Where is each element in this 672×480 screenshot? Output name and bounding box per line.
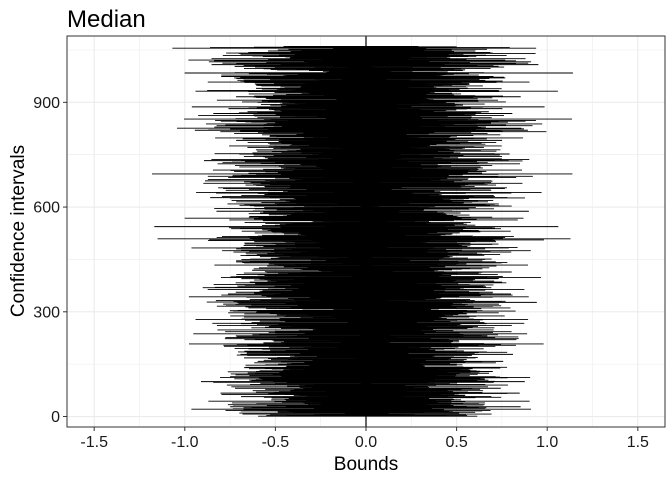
x-axis-title: Bounds bbox=[334, 454, 398, 475]
x-tick-label: -1.5 bbox=[80, 434, 108, 451]
x-tick-label: -1.0 bbox=[171, 434, 199, 451]
y-axis-title: Confidence intervals bbox=[8, 145, 29, 317]
y-tick-label: 900 bbox=[33, 95, 60, 112]
chart-title: Median bbox=[67, 6, 146, 33]
x-tick-label: 0.5 bbox=[445, 434, 467, 451]
y-tick-label: 300 bbox=[33, 304, 60, 321]
x-tick-label: 1.5 bbox=[627, 434, 649, 451]
x-tick-label: -0.5 bbox=[262, 434, 290, 451]
y-tick-label: 0 bbox=[51, 409, 60, 426]
x-axis-ticks: -1.5 -1.0 -0.5 0.0 0.5 1.0 1.5 bbox=[80, 427, 649, 451]
y-axis-ticks: 0 300 600 900 bbox=[33, 95, 67, 426]
x-tick-label: 0.0 bbox=[355, 434, 377, 451]
x-tick-label: 1.0 bbox=[536, 434, 558, 451]
y-tick-label: 600 bbox=[33, 200, 60, 217]
interval-segments bbox=[151, 46, 573, 417]
